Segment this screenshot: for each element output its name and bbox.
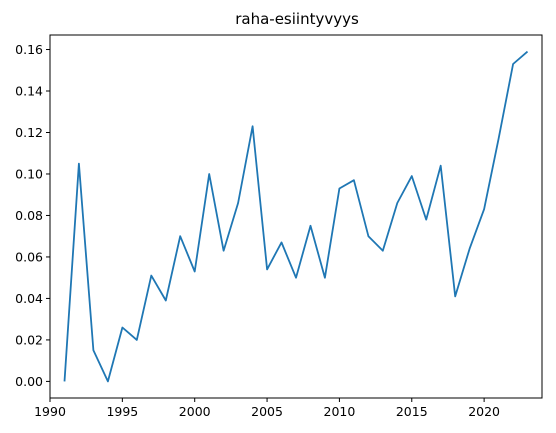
x-tick-label: 2005: [251, 404, 283, 419]
x-axis: 1990 1995 2000 2005 2010 2015 2020: [34, 398, 500, 419]
axes-frame: [49, 34, 543, 399]
y-tick-label: 0.02: [15, 332, 43, 347]
x-tick-label: 2015: [396, 404, 428, 419]
y-axis: 0.00 0.02 0.04 0.06 0.08 0.10 0.12 0.14 0.16: [15, 42, 50, 389]
x-tick-label: 1990: [34, 404, 66, 419]
y-tick-label: 0.06: [15, 249, 43, 264]
y-tick-label: 0.10: [15, 166, 43, 181]
x-tick-label: 2010: [324, 404, 356, 419]
y-tick-label: 0.16: [15, 42, 43, 57]
y-tick-label: 0.12: [15, 125, 43, 140]
x-tick-label: 1995: [106, 404, 138, 419]
chart-title: raha-esiintyvyys: [235, 10, 359, 28]
y-tick-label: 0.04: [15, 291, 43, 306]
x-tick-label: 2020: [468, 404, 500, 419]
y-tick-label: 0.08: [15, 208, 43, 223]
series-line: [63, 50, 529, 383]
y-tick-label: 0.00: [15, 374, 43, 389]
y-tick-label: 0.14: [15, 84, 43, 99]
x-tick-label: 2000: [179, 404, 211, 419]
